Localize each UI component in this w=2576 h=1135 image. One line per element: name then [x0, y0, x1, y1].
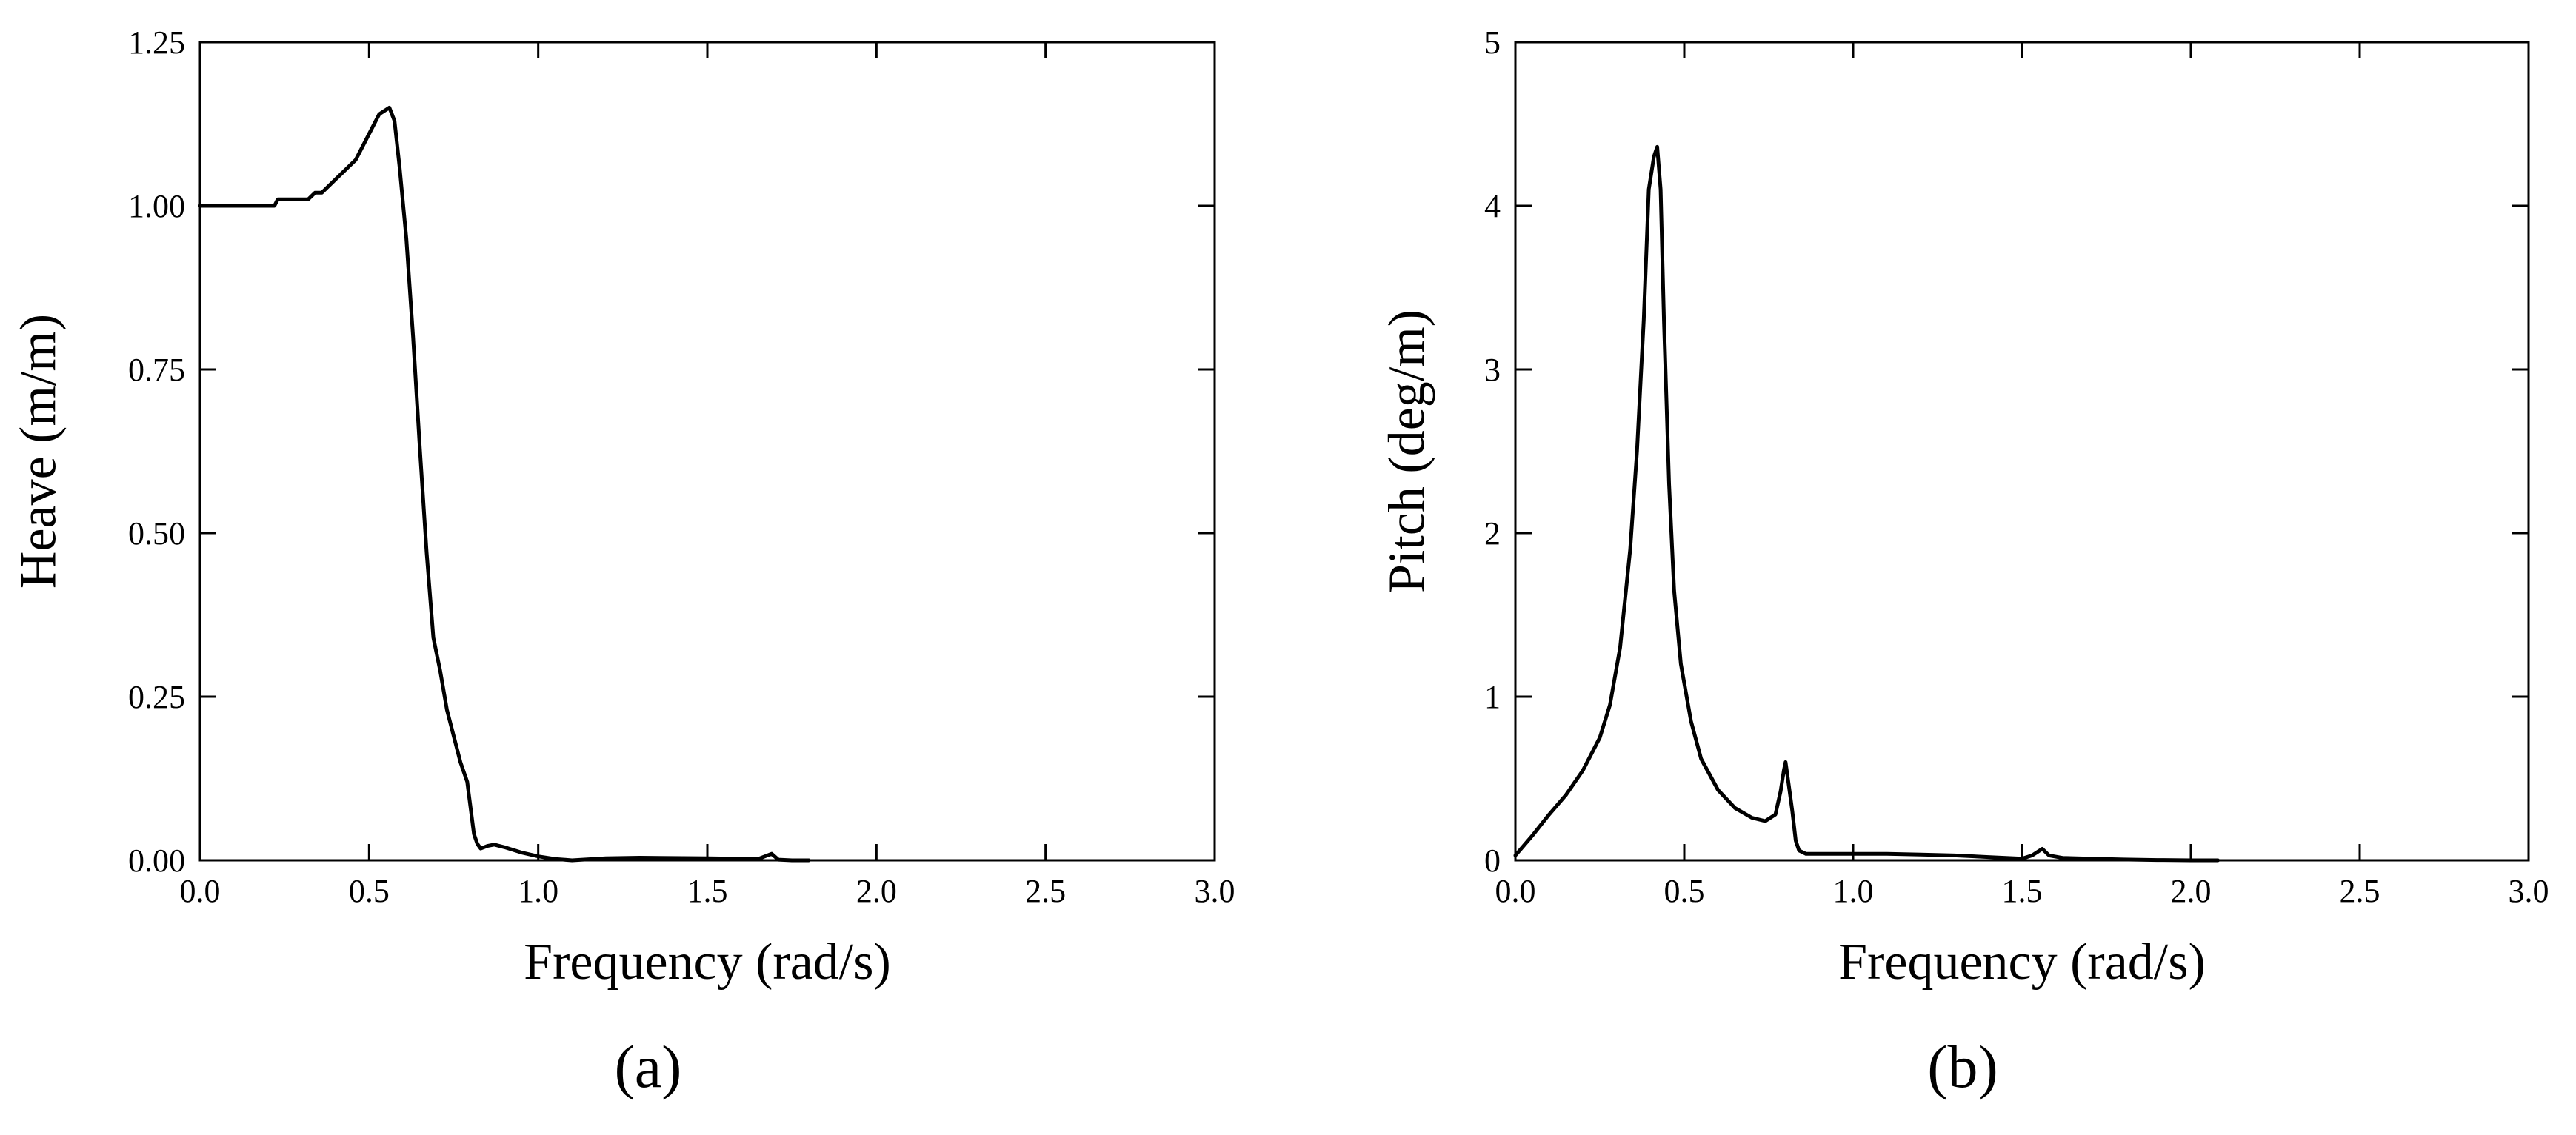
y-tick-label: 0 [1484, 843, 1501, 879]
y-tick-label: 2 [1484, 515, 1501, 552]
series-line [198, 105, 811, 863]
panel-a: 0.0 0.5 1.0 1.5 2.0 2.5 3.0 0.00 0.25 0.50 0.75 1.0… [10, 24, 1235, 1100]
y-tick-label: 3 [1484, 352, 1501, 388]
y-axis-label: Heave (m/m) [10, 314, 67, 589]
x-tick-label: 1.0 [1833, 873, 1874, 909]
y-tick-label: 5 [1484, 24, 1501, 61]
x-tick-label: 1.5 [2002, 873, 2043, 909]
x-tick-label: 1.5 [687, 873, 728, 909]
y-tick-label: 0.25 [128, 679, 185, 715]
y-tick-label: 0.00 [128, 843, 185, 879]
y-tick-label: 1.00 [128, 188, 185, 224]
x-tick-label: 0.0 [1495, 873, 1536, 909]
y-tick-label: 1.25 [128, 24, 185, 61]
x-tick-label: 2.0 [2171, 873, 2212, 909]
y-tick-label: 4 [1484, 188, 1501, 224]
panel-label: (b) [1927, 1033, 1998, 1100]
panel-b: 0.0 0.5 1.0 1.5 2.0 2.5 3.0 0 1 2 3 4 5 Frequency (ra… [1379, 24, 2549, 1100]
x-axis-label: Frequency (rad/s) [524, 934, 891, 991]
x-tick-label: 3.0 [1195, 873, 1235, 909]
x-tick-label: 3.0 [2509, 873, 2549, 909]
x-tick-label: 2.5 [1025, 873, 1066, 909]
y-tick-label: 1 [1484, 679, 1501, 715]
x-tick-label: 1.0 [518, 873, 558, 909]
series-line [1513, 144, 2220, 863]
y-tick-label: 0.75 [128, 352, 185, 388]
x-tick-label: 0.5 [349, 873, 390, 909]
panel-label: (a) [614, 1033, 681, 1100]
x-tick-label: 2.0 [856, 873, 897, 909]
y-axis-label: Pitch (deg/m) [1379, 309, 1436, 593]
x-tick-label: 2.5 [2340, 873, 2380, 909]
x-axis-label: Frequency (rad/s) [1838, 934, 2206, 991]
y-tick-label: 0.50 [128, 515, 185, 552]
x-tick-label: 0.5 [1664, 873, 1705, 909]
x-tick-label: 0.0 [180, 873, 221, 909]
